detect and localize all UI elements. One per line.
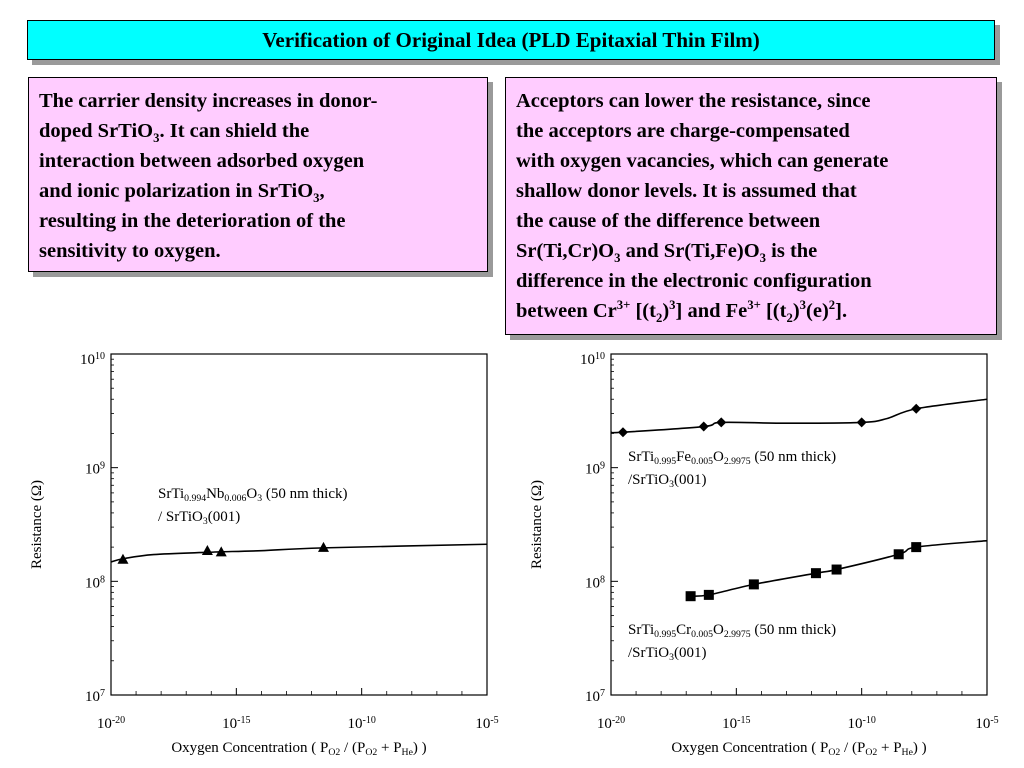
x-tick-label: 10-5 <box>975 715 998 733</box>
data-point-diamond <box>617 427 628 438</box>
data-point-square <box>685 591 696 602</box>
y-tick-label: 107 <box>85 688 105 706</box>
series-annotation: /SrTiO3(001) <box>628 645 707 663</box>
x-tick-label: 10-10 <box>847 715 875 733</box>
x-tick-label: 10-15 <box>722 715 750 733</box>
data-point-square <box>831 564 842 575</box>
x-tick-label: 10-15 <box>222 715 250 733</box>
series-diamond: SrTi0.995Fe0.005O2.9975 (50 nm thick) /Sr… <box>610 398 988 490</box>
left-box-line-6: sensitivity to oxygen. <box>39 240 221 262</box>
x-tick-label: 10-20 <box>97 715 125 733</box>
data-point-diamond <box>716 417 727 428</box>
acceptor-explanation-box: Acceptors can lower the resistance, sinc… <box>505 77 997 335</box>
data-point-diamond <box>698 421 709 432</box>
right-box-line-4: shallow donor levels. It is assumed that <box>516 180 857 202</box>
x-tick-label: 10-10 <box>347 715 375 733</box>
left-box-line-4: and ionic polarization in SrTiO3, <box>39 180 325 206</box>
y-tick-label: 1010 <box>580 351 605 369</box>
slide-title-text: Verification of Original Idea (PLD Epita… <box>262 27 760 52</box>
y-axis-label: Resistance (Ω) <box>529 480 545 569</box>
left-box-line-3: interaction between adsorbed oxygen <box>39 150 365 172</box>
slide-title: Verification of Original Idea (PLD Epita… <box>27 20 995 60</box>
data-point-triangle <box>215 546 227 557</box>
left-box-line-2: doped SrTiO3. It can shield the <box>39 120 310 146</box>
left-box-line-1: The carrier density increases in donor- <box>39 90 378 112</box>
data-point-diamond <box>856 417 867 428</box>
right-box-line-8: between Cr3+ [(t2)3] and Fe3+ [(t2)3(e)2… <box>516 298 848 326</box>
x-axis-label: Oxygen Concentration ( PO2 / (PO2 + PHe)… <box>171 740 426 758</box>
data-point-square <box>911 542 922 553</box>
y-tick-label: 108 <box>585 574 605 592</box>
donor-explanation-box: The carrier density increases in donor-d… <box>28 77 488 272</box>
y-tick-label: 109 <box>585 460 605 478</box>
chart-2: 1010 109 108 107 10-20 10-15 10-10 10-5 Resistan… <box>529 351 999 758</box>
y-tick-label: 108 <box>85 574 105 592</box>
x-axis-label: Oxygen Concentration ( PO2 / (PO2 + PHe)… <box>671 740 926 758</box>
right-box-line-5: the cause of the difference between <box>516 210 821 232</box>
y-tick-label: 107 <box>585 688 605 706</box>
chart-1: 1010 109 108 107 10-20 10-15 10-10 10-5 Resistan… <box>29 351 499 758</box>
plot-frame <box>610 353 988 696</box>
y-axis-label: Resistance (Ω) <box>29 480 45 569</box>
left-box-line-5: resulting in the deterioration of the <box>39 210 346 232</box>
series-annotation: / SrTiO3(001) <box>158 509 240 527</box>
series-line <box>110 543 488 563</box>
series-annotation: SrTi0.994Nb0.006O3 (50 nm thick) <box>158 486 347 504</box>
data-point-triangle <box>117 553 129 564</box>
x-tick-label: 10-20 <box>597 715 625 733</box>
right-box-line-2: the acceptors are charge-compensated <box>516 120 850 142</box>
right-box-line-6: Sr(Ti,Cr)O3 and Sr(Ti,Fe)O3 is the <box>516 240 818 266</box>
data-point-square <box>893 549 904 560</box>
y-tick-label: 109 <box>85 460 105 478</box>
x-tick-label: 10-5 <box>475 715 498 733</box>
series-annotation: SrTi0.995Cr0.005O2.9975 (50 nm thick) <box>628 622 836 640</box>
series-annotation: SrTi0.995Fe0.005O2.9975 (50 nm thick) <box>628 449 836 467</box>
series-line <box>610 398 988 434</box>
series-annotation: /SrTiO3(001) <box>628 472 707 490</box>
data-point-triangle <box>317 541 329 552</box>
data-point-square <box>703 589 714 600</box>
data-point-square <box>810 568 821 579</box>
series-triangle: SrTi0.994Nb0.006O3 (50 nm thick) / SrTiO3… <box>110 486 488 564</box>
right-box-line-3: with oxygen vacancies, which can generat… <box>516 150 889 172</box>
plot-frame <box>110 353 488 696</box>
data-point-triangle <box>201 544 213 555</box>
y-tick-label: 1010 <box>80 351 105 369</box>
right-box-line-7: difference in the electronic configurati… <box>516 270 872 292</box>
series-square: SrTi0.995Cr0.005O2.9975 (50 nm thick) /Sr… <box>628 539 988 663</box>
data-point-square <box>748 579 759 590</box>
right-box-line-1: Acceptors can lower the resistance, sinc… <box>516 90 871 112</box>
data-point-diamond <box>911 403 922 414</box>
